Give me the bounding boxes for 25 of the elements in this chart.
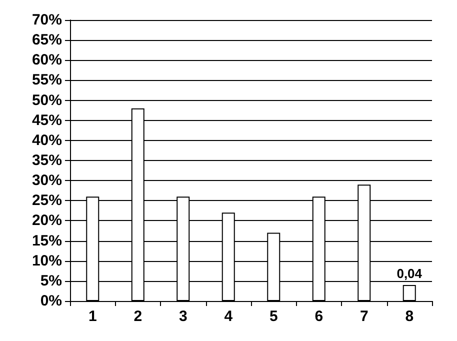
x-tick-label: 1 xyxy=(88,308,97,325)
y-tick-label: 5% xyxy=(40,272,62,290)
y-tick-label: 40% xyxy=(32,132,62,149)
y-tick-label: 25% xyxy=(32,192,62,210)
x-tick-label: 7 xyxy=(360,308,368,325)
x-tick-label: 3 xyxy=(178,308,188,325)
y-tick-label: 55% xyxy=(32,72,62,89)
x-tick-label: 2 xyxy=(134,308,142,325)
y-tick-label: 50% xyxy=(32,92,62,109)
y-tick-label: 65% xyxy=(32,32,62,49)
y-tick-label: 30% xyxy=(32,172,62,190)
y-tick-label: 35% xyxy=(32,152,62,169)
x-tick-label: 6 xyxy=(314,308,324,325)
x-tick-label: 4 xyxy=(224,308,234,325)
y-tick-label: 45% xyxy=(32,112,62,129)
data-label: 0,04 xyxy=(396,266,423,281)
y-tick-label: 60% xyxy=(32,52,62,69)
bar xyxy=(402,284,416,301)
y-tick-label: 10% xyxy=(32,252,62,270)
x-tick-label: 8 xyxy=(405,308,414,325)
x-tick-label: 5 xyxy=(269,308,278,325)
y-tick-label: 0% xyxy=(40,292,62,310)
y-tick-label: 15% xyxy=(32,232,62,250)
y-tick-label: 20% xyxy=(32,212,62,230)
y-tick-label: 70% xyxy=(32,12,62,28)
